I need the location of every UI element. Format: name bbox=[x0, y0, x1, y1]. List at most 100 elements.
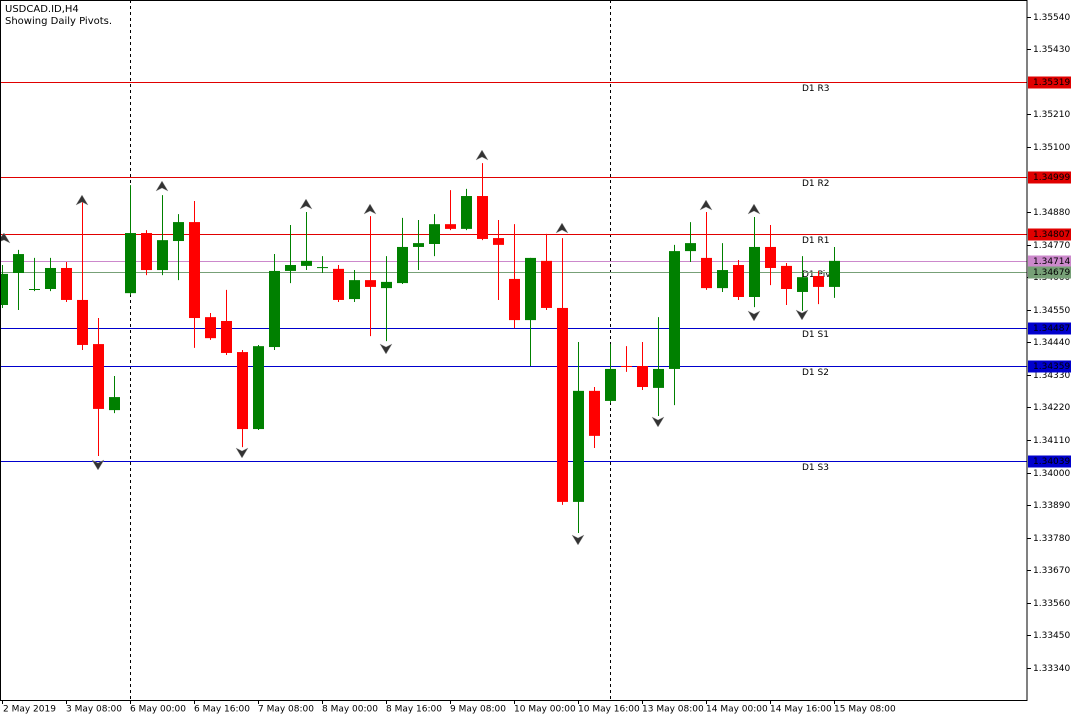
pivot-value-box bbox=[1028, 360, 1071, 373]
fractal-down bbox=[651, 416, 665, 428]
y-tick-label: 1.35210 bbox=[1033, 110, 1070, 120]
pivot-value-box bbox=[1028, 455, 1071, 468]
fractal-down bbox=[379, 343, 393, 355]
pivot-value-label: 1.34359 bbox=[1033, 362, 1070, 372]
pivot-value-box bbox=[1028, 322, 1071, 335]
y-tick-label: 1.34220 bbox=[1033, 403, 1070, 413]
candle-body bbox=[301, 260, 312, 266]
level-layer: D1 R3 D1 R2 D1 R1 D1 Pivot D1 S1 D1 S2 D1 S3 bbox=[0, 82, 1027, 473]
pivot-value-box bbox=[1028, 76, 1071, 89]
candle-body bbox=[573, 390, 584, 502]
y-tick-label: 1.34440 bbox=[1033, 338, 1070, 348]
candle-body bbox=[333, 268, 344, 300]
x-tick-label: 14 May 00:00 bbox=[706, 705, 768, 715]
y-tick-label: 1.35430 bbox=[1033, 45, 1070, 55]
y-tick-label: 1.33780 bbox=[1033, 534, 1070, 544]
x-tick-label: 14 May 16:00 bbox=[770, 705, 832, 715]
x-tick-label: 10 May 00:00 bbox=[514, 705, 576, 715]
pivot-value-label: 1.34039 bbox=[1033, 457, 1070, 467]
y-tick-label: 1.34110 bbox=[1033, 436, 1070, 446]
pivot-label: D1 S3 bbox=[802, 463, 829, 473]
candle-body bbox=[637, 365, 648, 388]
candle-body bbox=[173, 222, 184, 242]
candle-body bbox=[189, 222, 200, 319]
y-tick-label: 1.33450 bbox=[1033, 631, 1070, 641]
chart-subtitle: Showing Daily Pivots. bbox=[5, 16, 112, 27]
fractal-up bbox=[699, 199, 713, 211]
x-tick-label: 15 May 08:00 bbox=[834, 705, 896, 715]
candle-body bbox=[717, 270, 728, 289]
candle-body bbox=[45, 267, 56, 290]
candle-body bbox=[429, 224, 440, 244]
y-tick-label: 1.34330 bbox=[1033, 371, 1070, 381]
candle-body bbox=[381, 281, 392, 289]
fractal-down bbox=[91, 459, 105, 471]
fractal-down bbox=[747, 310, 761, 322]
fractal-up bbox=[299, 198, 313, 210]
candle-body bbox=[365, 280, 376, 287]
candle-body bbox=[157, 240, 168, 271]
candle-body bbox=[813, 275, 824, 287]
fractal-up bbox=[155, 180, 169, 192]
candle-body bbox=[701, 257, 712, 289]
x-tick-label: 8 May 00:00 bbox=[322, 705, 378, 715]
fractal-up bbox=[75, 194, 89, 206]
pivot-value-label: 1.34714 bbox=[1033, 257, 1070, 267]
x-tick-label: 2 May 2019 bbox=[3, 705, 56, 715]
pivot-value-box bbox=[1028, 171, 1071, 184]
candle-body bbox=[797, 277, 808, 292]
x-tick-label: 7 May 08:00 bbox=[258, 705, 314, 715]
candle-body bbox=[829, 260, 840, 287]
candle-body bbox=[125, 233, 136, 294]
candle-body bbox=[621, 365, 632, 367]
fractal-down bbox=[571, 534, 585, 546]
fractal-up bbox=[363, 203, 377, 215]
candle-body bbox=[589, 390, 600, 436]
candle-body bbox=[221, 320, 232, 353]
pivot-value-box bbox=[1028, 255, 1071, 268]
x-tick-label: 3 May 08:00 bbox=[66, 705, 122, 715]
candle-body bbox=[557, 307, 568, 502]
y-tick-label: 1.33670 bbox=[1033, 566, 1070, 576]
candle-body bbox=[509, 278, 520, 321]
fractal-up bbox=[747, 203, 761, 215]
fractal-arrows bbox=[0, 149, 809, 546]
plot-frame bbox=[0, 0, 1028, 701]
pivot-value-label: 1.34487 bbox=[1033, 324, 1070, 334]
pivot-value-box bbox=[1028, 228, 1071, 241]
candle-layer bbox=[0, 163, 840, 533]
y-tick-label: 1.33340 bbox=[1033, 664, 1070, 674]
x-tick-label: 6 May 00:00 bbox=[130, 705, 186, 715]
candle-body bbox=[605, 368, 616, 401]
x-tick-label: 13 May 08:00 bbox=[642, 705, 704, 715]
candle-body bbox=[669, 251, 680, 369]
x-tick-label: 10 May 16:00 bbox=[578, 705, 640, 715]
fractal-up bbox=[0, 232, 11, 244]
candle-body bbox=[93, 344, 104, 409]
y-tick-label: 1.34770 bbox=[1033, 241, 1070, 251]
candle-body bbox=[413, 243, 424, 247]
candle-body bbox=[525, 257, 536, 321]
pivot-value-label: 1.34807 bbox=[1033, 230, 1070, 240]
y-tick-label: 1.34000 bbox=[1033, 469, 1070, 479]
candle-body bbox=[13, 254, 24, 274]
candle-body bbox=[109, 397, 120, 411]
candle-body bbox=[285, 265, 296, 271]
x-tick-label: 8 May 16:00 bbox=[386, 705, 442, 715]
y-tick-label: 1.35540 bbox=[1033, 13, 1070, 23]
candle-body bbox=[749, 246, 760, 297]
x-tick-label: 6 May 16:00 bbox=[194, 705, 250, 715]
candle-body bbox=[141, 233, 152, 271]
price-value-box bbox=[1028, 266, 1071, 279]
candle-body bbox=[205, 317, 216, 339]
pivot-label: D1 R3 bbox=[802, 84, 830, 94]
candle-body bbox=[317, 267, 328, 269]
y-tick-label: 1.35100 bbox=[1033, 143, 1070, 153]
pivot-label: D1 S2 bbox=[802, 368, 829, 378]
pivot-label: D1 R1 bbox=[802, 236, 830, 246]
y-tick-label: 1.34880 bbox=[1033, 208, 1070, 218]
pivot-label: D1 S1 bbox=[802, 330, 829, 340]
pivot-label: D1 Pivot bbox=[802, 270, 840, 280]
y-tick-label: 1.33560 bbox=[1033, 599, 1070, 609]
